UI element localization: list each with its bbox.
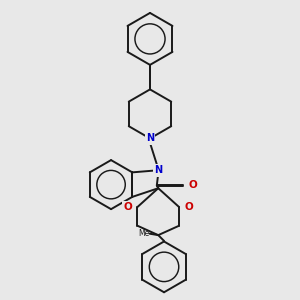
Text: N: N bbox=[146, 134, 154, 143]
Text: N: N bbox=[154, 165, 163, 175]
Text: Me: Me bbox=[138, 229, 149, 238]
Text: O: O bbox=[123, 202, 132, 212]
Text: O: O bbox=[185, 202, 194, 212]
Text: O: O bbox=[188, 180, 197, 190]
